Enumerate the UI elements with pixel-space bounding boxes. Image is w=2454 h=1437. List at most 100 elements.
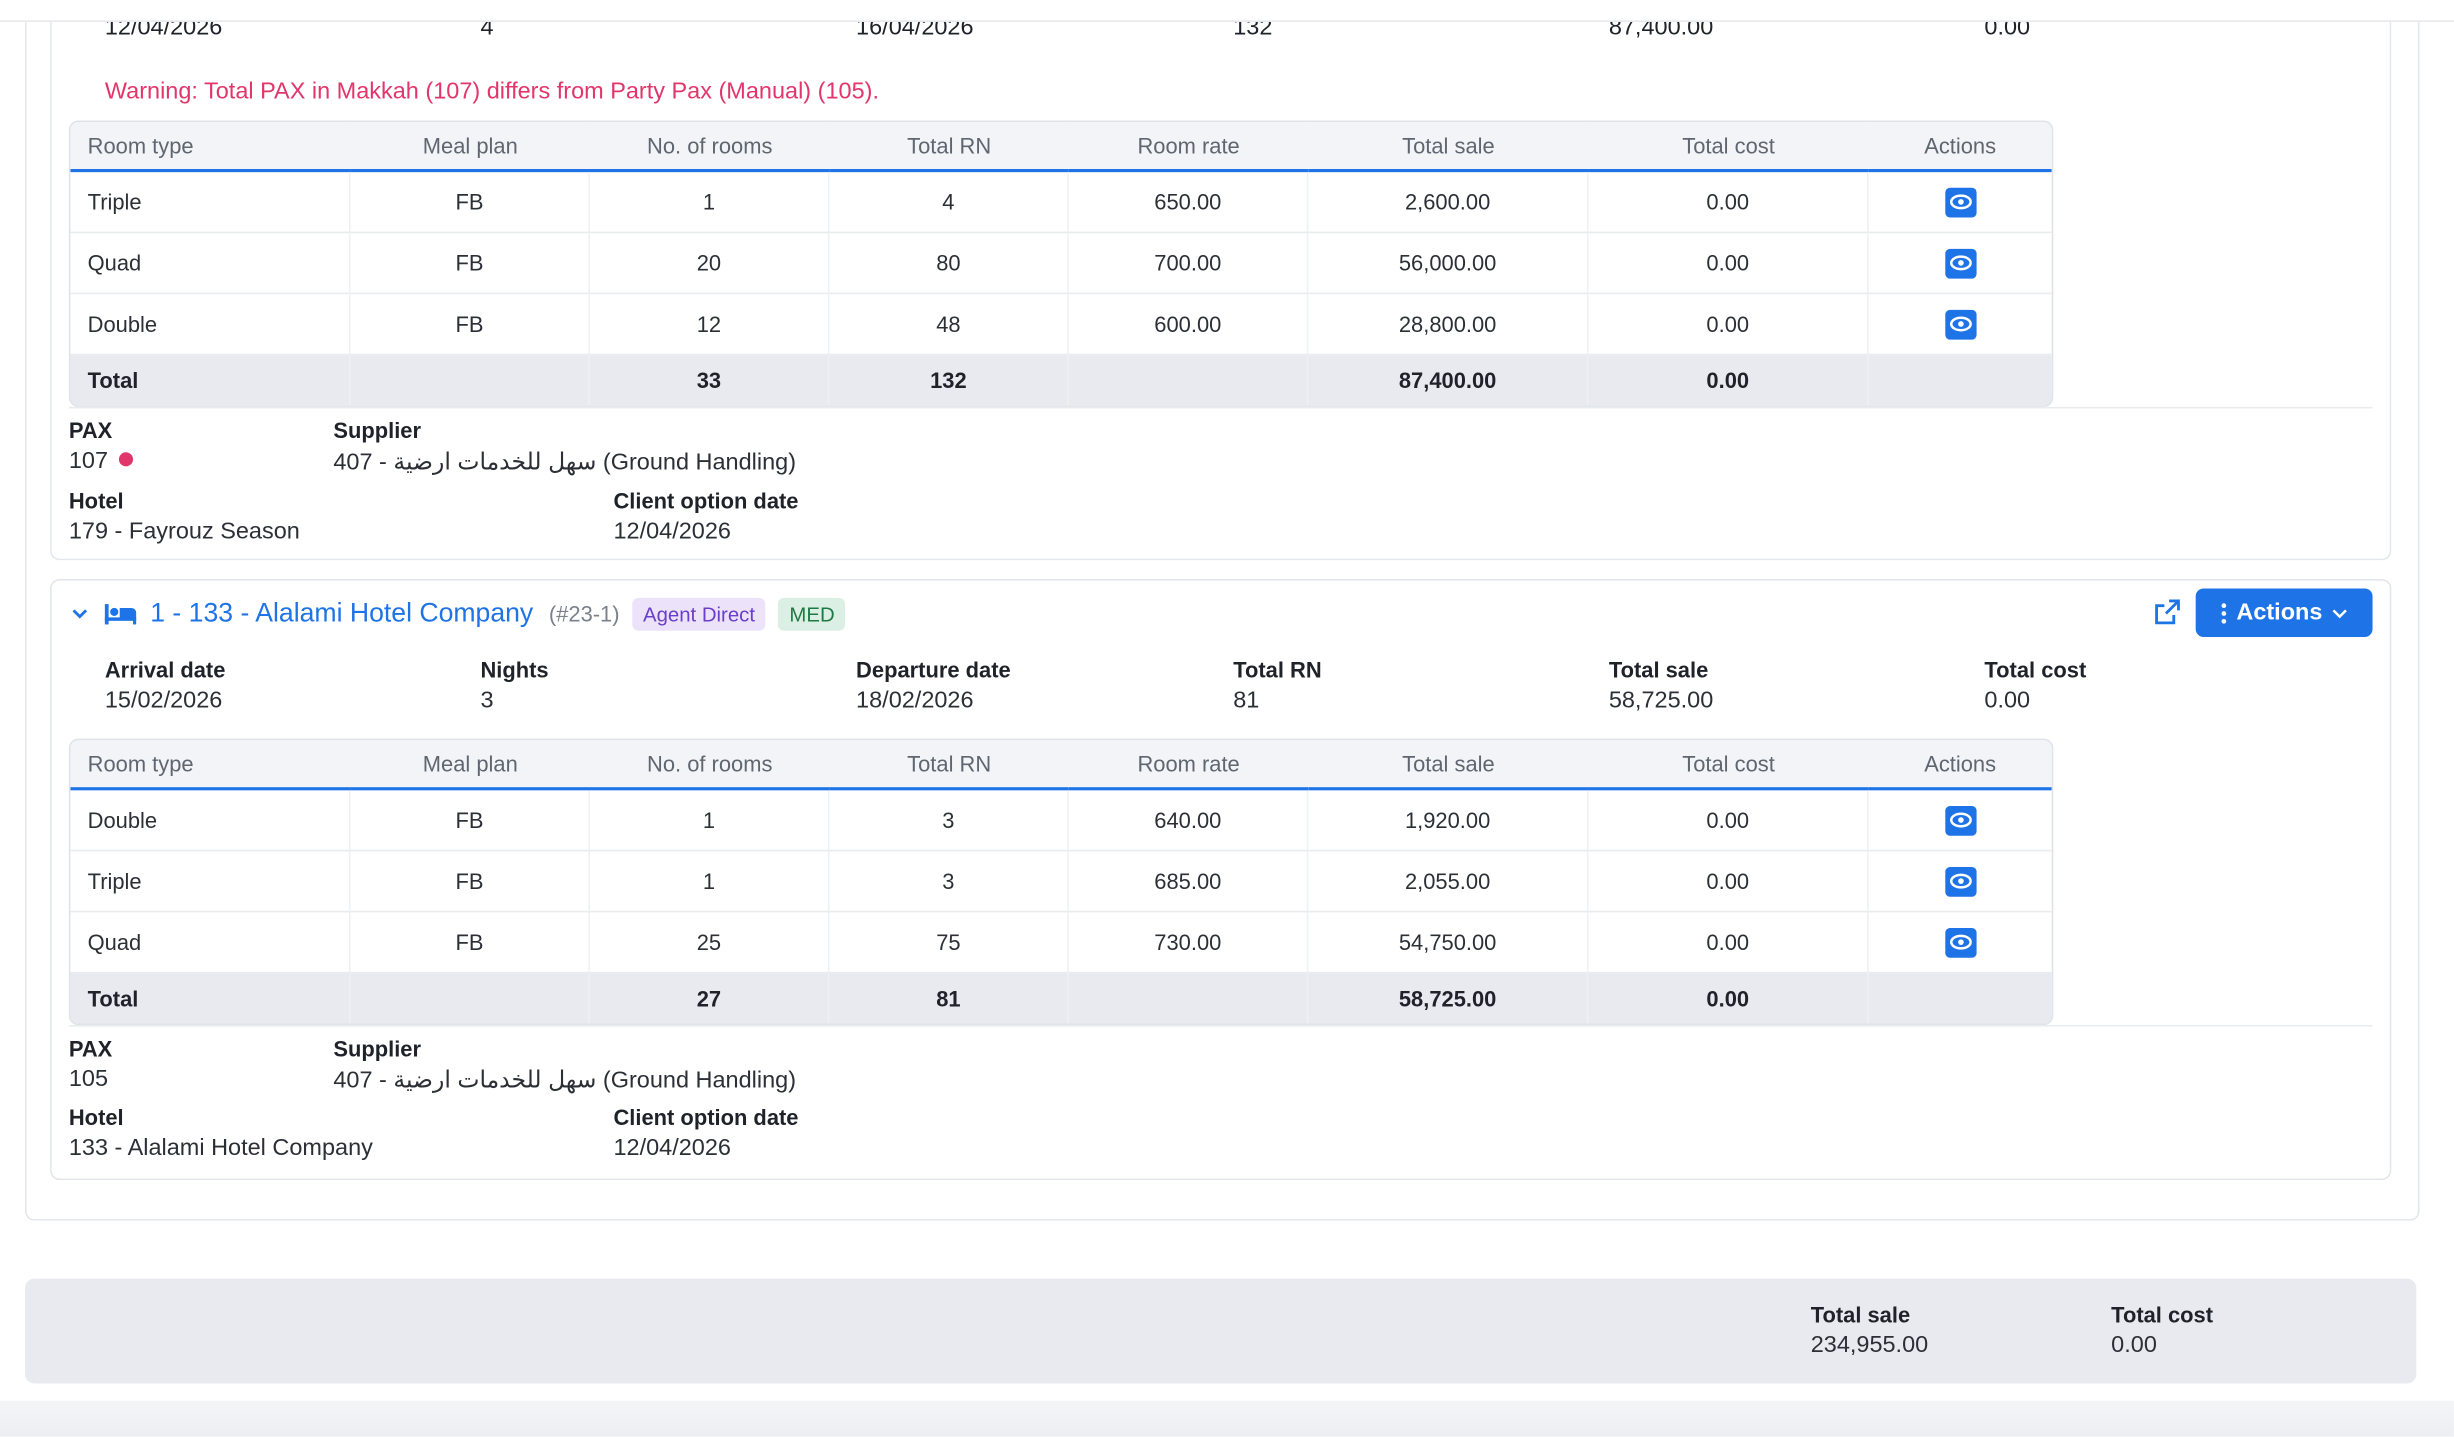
meal-plan-cell: FB	[350, 294, 591, 356]
actions-cell	[1868, 912, 2052, 974]
pax-warning: Warning: Total PAX in Makkah (107) diffe…	[104, 78, 879, 105]
table-row: Quad FB 20 80 700.00 56,000.00 0.00	[70, 233, 2052, 295]
room-type-cell: Quad	[70, 912, 351, 974]
rooms-cell: 1	[590, 851, 830, 913]
total-rooms: 27	[590, 973, 830, 1024]
room-type-cell: Double	[70, 790, 351, 852]
rn-cell: 48	[829, 294, 1069, 356]
table-row: Triple FB 1 3 685.00 2,055.00 0.00	[70, 851, 2052, 913]
col-actions: Actions	[1868, 740, 2052, 791]
chevron-down-icon	[2332, 608, 2347, 618]
total-cost-label: Total cost	[1984, 657, 2087, 683]
pax-value: 107	[69, 448, 134, 474]
pax-label: PAX	[68, 417, 113, 443]
meal-plan-cell: FB	[350, 172, 591, 234]
rooms-cell: 12	[590, 294, 830, 356]
view-eye-icon[interactable]	[1944, 187, 1976, 217]
hotel-label: Hotel	[68, 1104, 124, 1130]
col-no-of-rooms[interactable]: No. of rooms	[590, 740, 830, 791]
actions-cell	[1868, 851, 2052, 913]
chevron-down-icon[interactable]	[69, 603, 91, 625]
actions-cell	[1868, 790, 2052, 852]
rn-cell: 3	[829, 851, 1069, 913]
nights-label: Nights	[480, 657, 549, 683]
open-external-icon[interactable]	[2152, 596, 2183, 627]
meal-plan-cell: FB	[350, 233, 591, 295]
rn-cell: 80	[829, 233, 1069, 295]
view-eye-icon[interactable]	[1944, 927, 1976, 957]
total-sale: 87,400.00	[1308, 355, 1589, 406]
actions-button[interactable]: Actions	[2195, 588, 2373, 637]
total-rn: 81	[829, 973, 1069, 1024]
sale-cell: 1,920.00	[1308, 790, 1589, 852]
supplier-label: Supplier	[333, 417, 422, 443]
cost-cell: 0.00	[1588, 790, 1869, 852]
grand-total-sale-value: 234,955.00	[1810, 1331, 1929, 1359]
client-option-value: 12/04/2026	[613, 518, 731, 545]
total-sale-label: Total sale	[1608, 657, 1709, 683]
sale-cell: 2,600.00	[1308, 172, 1589, 234]
total-sale-value: 58,725.00	[1608, 687, 1714, 714]
supplier-value: 407 - سهل للخدمات ارضية (Ground Handling…	[333, 1067, 797, 1094]
cost-cell: 0.00	[1588, 912, 1869, 974]
col-room-type[interactable]: Room type	[70, 122, 351, 173]
bottom-strip	[0, 1400, 2454, 1437]
rooms-cell: 20	[590, 233, 830, 295]
cost-cell: 0.00	[1588, 172, 1869, 234]
col-total-sale[interactable]: Total sale	[1308, 740, 1589, 791]
col-total-rn[interactable]: Total RN	[829, 122, 1069, 173]
rooms-cell: 1	[590, 790, 830, 852]
hotel-header: 1 - 133 - Alalami Hotel Company (#23-1) …	[69, 592, 846, 636]
col-total-cost[interactable]: Total cost	[1588, 740, 1869, 791]
actions-label: Actions	[2236, 599, 2323, 626]
rn-cell: 75	[829, 912, 1069, 974]
col-room-rate[interactable]: Room rate	[1068, 122, 1309, 173]
sale-cell: 56,000.00	[1308, 233, 1589, 295]
col-room-rate[interactable]: Room rate	[1068, 740, 1309, 791]
supplier-label: Supplier	[333, 1036, 422, 1062]
pax-value: 105	[68, 1065, 109, 1093]
grand-total-bar	[25, 1278, 2417, 1384]
hotel-label: Hotel	[68, 488, 124, 514]
booking-ref: (#23-1)	[548, 600, 620, 626]
room-type-cell: Triple	[70, 172, 351, 234]
rate-cell: 685.00	[1068, 851, 1309, 913]
supplier-value: 407 - سهل للخدمات ارضية (Ground Handling…	[333, 449, 797, 476]
col-room-type[interactable]: Room type	[70, 740, 351, 791]
med-badge: MED	[778, 597, 846, 630]
client-option-label: Client option date	[613, 1104, 799, 1130]
cost-cell: 0.00	[1588, 233, 1869, 295]
room-type-cell: Quad	[70, 233, 351, 295]
hotel-title-link[interactable]: 1 - 133 - Alalami Hotel Company	[150, 597, 534, 628]
departure-label: Departure date	[856, 657, 1011, 683]
table-header-row: Room type Meal plan No. of rooms Total R…	[70, 122, 2052, 173]
col-total-sale[interactable]: Total sale	[1308, 122, 1589, 173]
view-eye-icon[interactable]	[1944, 866, 1976, 896]
top-bar	[0, 0, 2454, 22]
rate-cell: 600.00	[1068, 294, 1309, 356]
col-meal-plan[interactable]: Meal plan	[350, 740, 591, 791]
meal-plan-cell: FB	[350, 790, 591, 852]
col-meal-plan[interactable]: Meal plan	[350, 122, 591, 173]
sale-cell: 2,055.00	[1308, 851, 1589, 913]
client-option-value: 12/04/2026	[613, 1134, 731, 1162]
actions-cell	[1868, 172, 2052, 234]
total-cost-value: 0.00	[1984, 687, 2031, 714]
view-eye-icon[interactable]	[1944, 805, 1976, 835]
arrival-value: 15/02/2026	[104, 687, 223, 714]
hotel-value: 179 - Fayrouz Season	[68, 518, 300, 545]
room-type-cell: Triple	[70, 851, 351, 913]
meal-plan-cell: FB	[350, 851, 591, 913]
col-total-cost[interactable]: Total cost	[1588, 122, 1869, 173]
view-eye-icon[interactable]	[1944, 309, 1976, 339]
rn-cell: 3	[829, 790, 1069, 852]
divider	[68, 1025, 2373, 1027]
col-total-rn[interactable]: Total RN	[829, 740, 1069, 791]
grand-total-cost-label: Total cost	[2111, 1302, 2214, 1328]
view-eye-icon[interactable]	[1944, 248, 1976, 278]
sale-cell: 54,750.00	[1308, 912, 1589, 974]
col-no-of-rooms[interactable]: No. of rooms	[590, 122, 830, 173]
col-actions: Actions	[1868, 122, 2052, 173]
table-row: Double FB 12 48 600.00 28,800.00 0.00	[70, 294, 2052, 356]
bed-icon	[104, 604, 137, 625]
